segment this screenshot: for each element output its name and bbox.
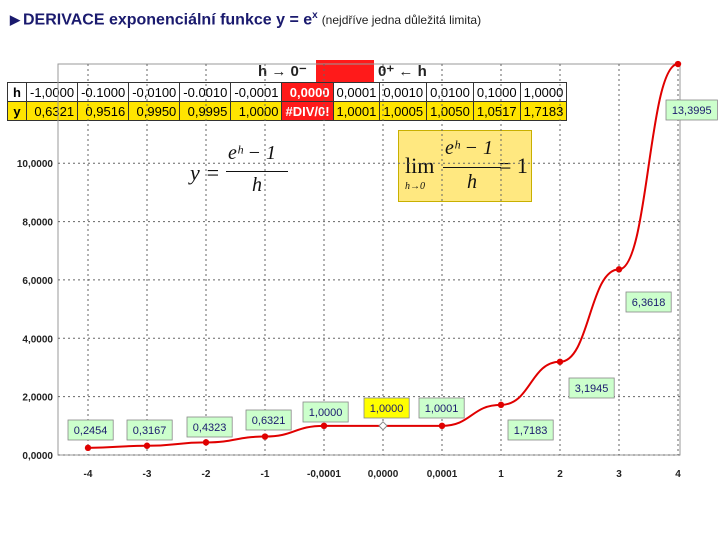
data-label: 0,3167 (133, 425, 167, 437)
data-point (497, 401, 505, 409)
table-cell: 1,0001 (332, 101, 381, 121)
page-title: ▶ DERIVACE exponenciální funkce y = ex (ne… (10, 10, 482, 29)
data-label: 0,2454 (74, 425, 108, 437)
data-label-box (625, 291, 672, 313)
x-tick-label: 2 (557, 469, 563, 480)
y-tick-label: 10,0000 (17, 159, 54, 170)
table-cell: 1,0000 (519, 82, 568, 102)
left-limit-label: h → 0⁻ (258, 63, 307, 80)
fraction-bar (226, 171, 288, 172)
table-cell: 1,7183 (519, 101, 568, 121)
data-label-box (363, 397, 410, 419)
data-label-box (568, 377, 615, 399)
x-tick-label: -4 (84, 469, 93, 480)
x-tick-label: 0,0000 (368, 469, 399, 480)
data-point (143, 442, 151, 449)
right-limit-label: 0⁺ ← h (378, 63, 427, 80)
data-label: 3,1945 (575, 383, 609, 395)
table-cell: 0,1000 (472, 82, 521, 102)
data-label-box (186, 416, 233, 438)
fraction-bar (443, 167, 501, 168)
table-cell: 1,0050 (426, 101, 474, 121)
y-tick-label: 0,0000 (22, 451, 53, 462)
data-point (84, 444, 92, 452)
data-point (320, 422, 328, 430)
data-point (556, 358, 564, 365)
data-label-box (126, 419, 173, 441)
data-label-box (418, 397, 465, 419)
table-cell: 1,0000 (230, 101, 283, 121)
x-tick-label: -0,0001 (307, 469, 341, 480)
x-tick-label: 1 (498, 469, 504, 480)
data-label: 1,0001 (425, 403, 459, 415)
x-tick-label: -2 (202, 469, 211, 480)
zero-column-header (316, 60, 374, 82)
y-tick-label: 6,0000 (22, 276, 53, 287)
data-point (261, 433, 269, 440)
play-arrow-icon: ▶ (10, 12, 20, 28)
y-tick-label: 8,0000 (22, 218, 53, 229)
data-label: 1,0000 (309, 407, 343, 419)
limit-formula-box: lim h→0 eʰ − 1 h = 1 (398, 130, 532, 202)
x-tick-label: 3 (616, 469, 622, 480)
table-cell: 0,0001 (332, 82, 381, 102)
data-label-box (507, 419, 554, 441)
data-point (438, 422, 446, 430)
x-tick-label: -1 (261, 469, 270, 480)
table-row-label: y (7, 101, 27, 121)
title-subtitle: (nejdříve jedna důležitá limita) (321, 13, 482, 28)
table-cell: 0,9516 (77, 101, 130, 121)
data-label: 0,6321 (252, 415, 286, 427)
table-cell: 0,0100 (426, 82, 474, 102)
data-label: 1,0000 (370, 403, 404, 415)
y-tick-label: 2,0000 (22, 393, 53, 404)
table-cell: 0,6321 (25, 101, 79, 121)
table-row-y: y 0,6321 0,9516 0,9950 0,9995 1,0000 #DIV/0! 1,… (7, 101, 568, 121)
data-point (202, 439, 210, 446)
x-tick-label: 4 (675, 469, 681, 480)
formula-y: y = eʰ − 1 h (190, 140, 290, 200)
table-cell: -0.0010 (179, 82, 232, 102)
table-cell: 1,0005 (379, 101, 428, 121)
data-label: 1,7183 (514, 425, 548, 437)
values-table: h -1,0000 -0.1000 -0,0100 -0.0010 -0,0001 0,00… (7, 82, 568, 121)
x-tick-label: -3 (143, 469, 152, 480)
data-label: 13,3995 (672, 105, 712, 117)
table-cell: 0,0000 (281, 82, 334, 102)
data-point (615, 266, 623, 273)
data-label-box (302, 401, 349, 423)
table-cell: 0,0010 (379, 82, 428, 102)
data-label-box (67, 419, 114, 441)
x-tick-label: 0,0001 (427, 469, 458, 480)
table-cell: 0,9995 (179, 101, 232, 121)
data-label: 0,4323 (193, 422, 227, 434)
data-point (674, 60, 682, 68)
table-cell: -0,0001 (230, 82, 283, 102)
data-label: 6,3618 (632, 297, 666, 309)
data-label-box (665, 99, 718, 121)
table-cell: 0,9950 (128, 101, 181, 121)
table-cell: #DIV/0! (281, 101, 334, 121)
y-tick-label: 4,0000 (22, 334, 53, 345)
data-label-box (245, 409, 292, 431)
data-point (378, 421, 388, 431)
